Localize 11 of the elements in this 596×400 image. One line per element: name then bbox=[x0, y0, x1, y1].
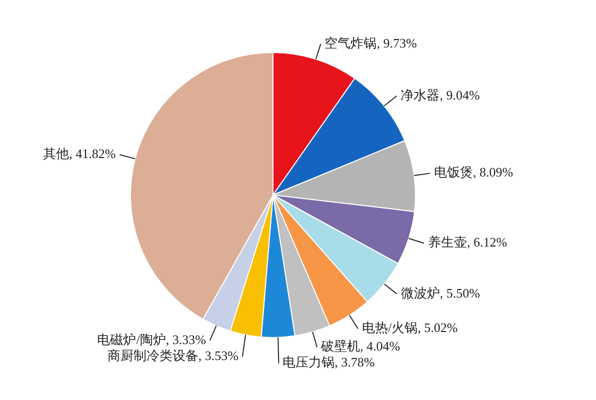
slice-label: 净水器, 9.04% bbox=[400, 87, 480, 102]
slice-label: 商厨制冷类设备, 3.53% bbox=[107, 348, 239, 363]
slice-label: 电磁炉/陶炉, 3.33% bbox=[97, 332, 206, 347]
slice-label: 电热/火锅, 5.02% bbox=[362, 320, 458, 336]
slice-label: 养生壶, 6.12% bbox=[428, 234, 508, 250]
slice-label: 微波炉, 5.50% bbox=[400, 285, 480, 300]
slice-label: 其他, 41.82% bbox=[43, 146, 116, 162]
slice-label: 空气炸锅, 9.73% bbox=[324, 35, 417, 50]
slice-label: 电压力锅, 3.78% bbox=[282, 354, 375, 370]
slice-label: 破壁机, 4.04% bbox=[320, 338, 400, 354]
slice-label: 电饭煲, 8.09% bbox=[434, 164, 514, 180]
